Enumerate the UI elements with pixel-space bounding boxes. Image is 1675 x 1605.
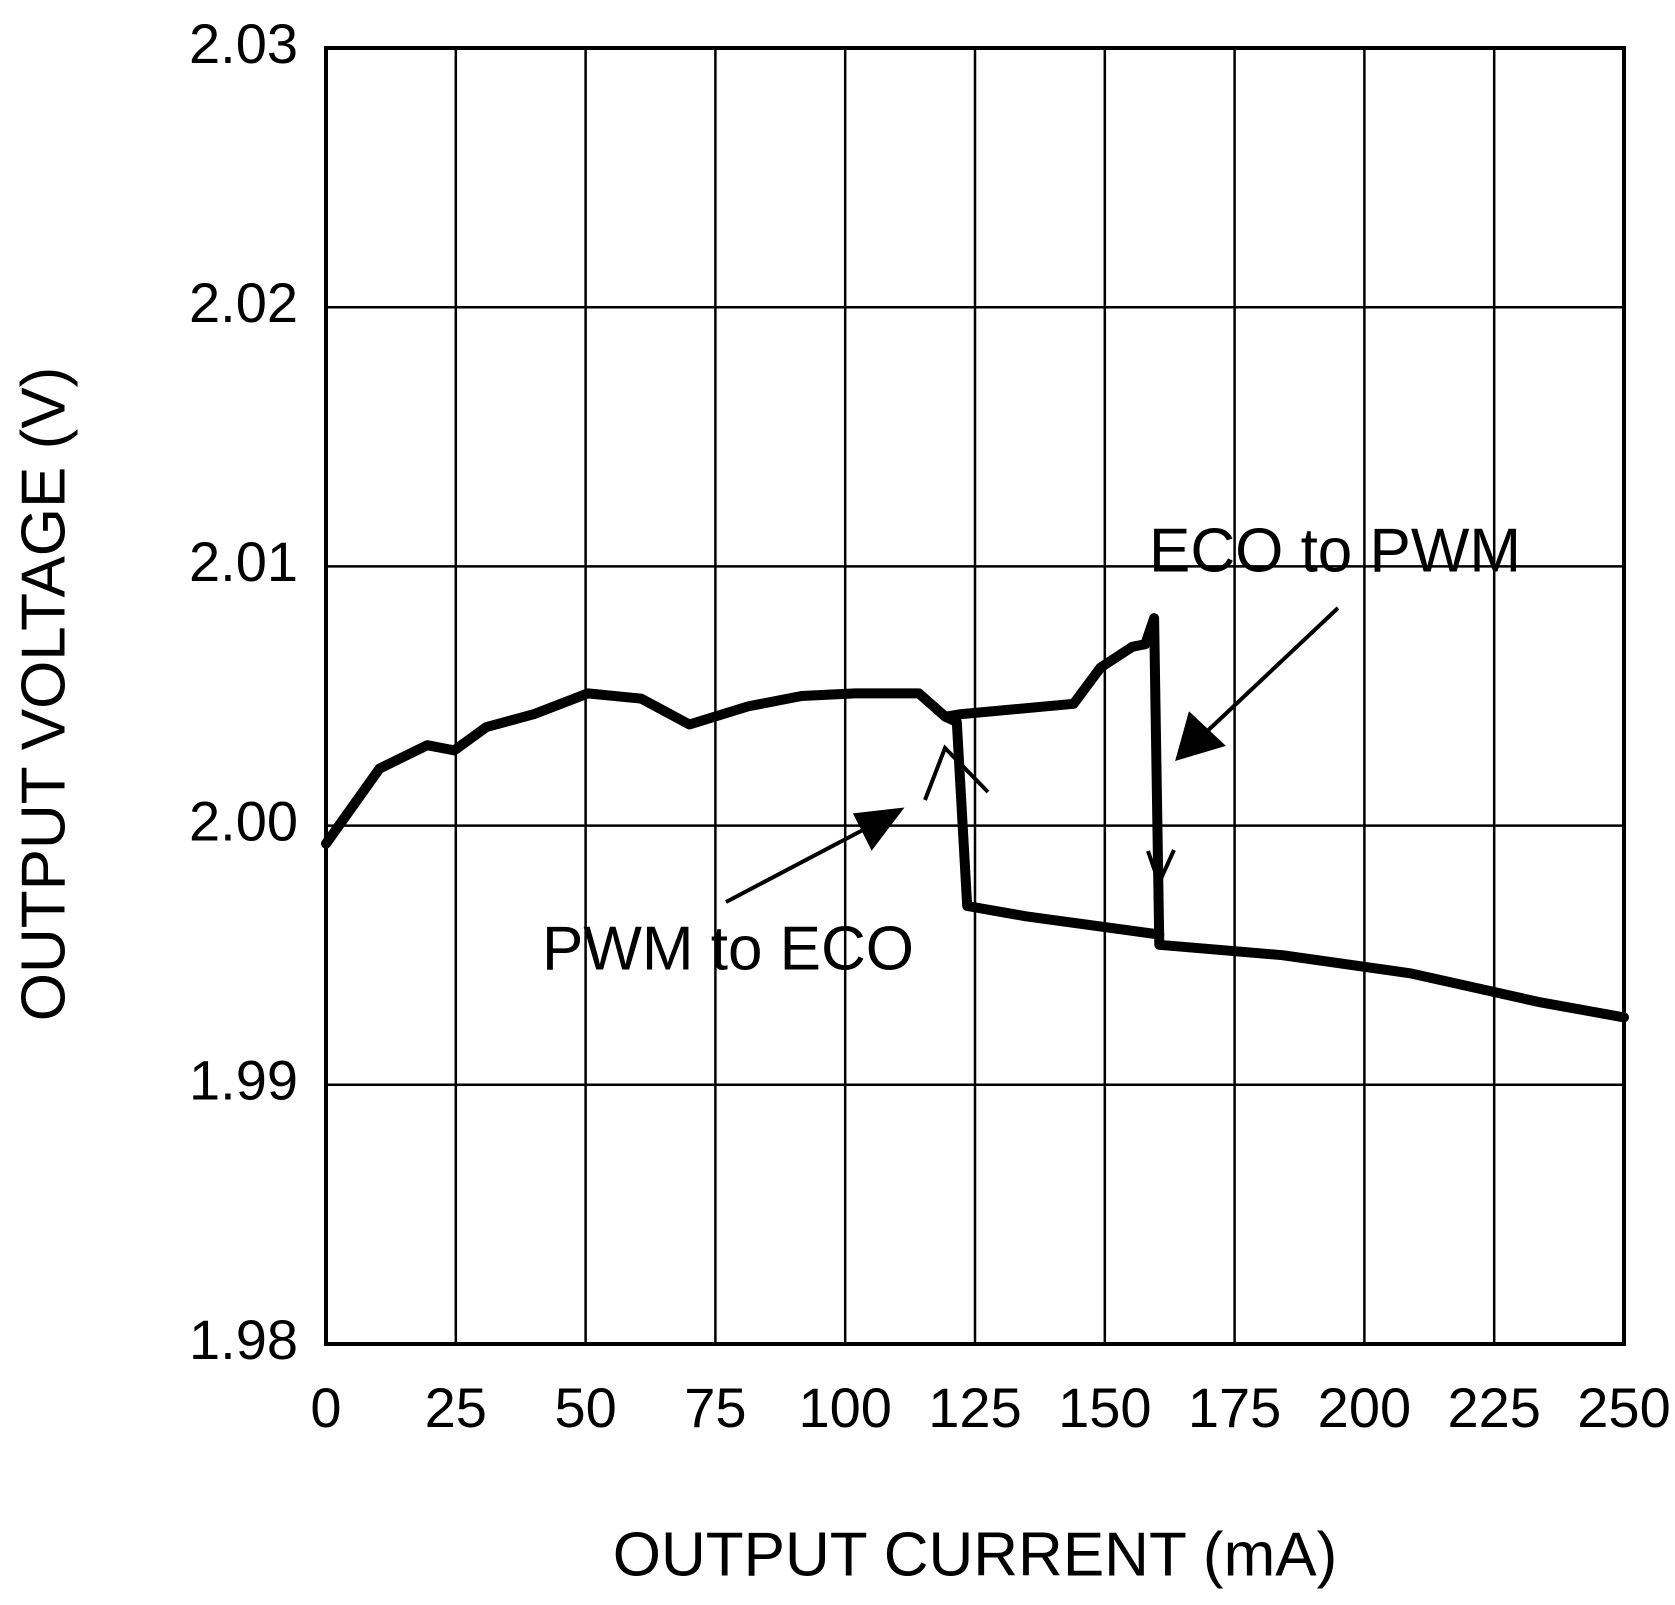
x-axis-title: OUTPUT CURRENT (mA) bbox=[613, 1520, 1337, 1589]
x-tick-label: 225 bbox=[1447, 1376, 1540, 1439]
x-tick-label: 125 bbox=[928, 1376, 1021, 1439]
y-tick-label: 2.02 bbox=[189, 271, 298, 334]
curve-arrow bbox=[923, 744, 990, 801]
arrow-line bbox=[1198, 606, 1340, 740]
arrow-head bbox=[1175, 711, 1226, 761]
x-tick-label: 25 bbox=[425, 1376, 487, 1439]
annotation: PWM to ECO bbox=[542, 914, 914, 983]
data-line bbox=[940, 711, 1165, 940]
x-tick-label: 200 bbox=[1318, 1376, 1411, 1439]
y-axis-title: OUTPUT VOLTAGE (V) bbox=[9, 367, 78, 1022]
data-line bbox=[321, 613, 1629, 1023]
arrow-line bbox=[725, 819, 881, 904]
arrow-head bbox=[852, 807, 905, 851]
x-tick-label: 0 bbox=[310, 1376, 341, 1439]
x-tick-label: 250 bbox=[1577, 1376, 1670, 1439]
annotation: ECO to PWM bbox=[1149, 516, 1521, 585]
y-tick-label: 2.03 bbox=[189, 12, 298, 75]
x-tick-label: 75 bbox=[684, 1376, 746, 1439]
y-tick-label: 2.01 bbox=[189, 530, 298, 593]
y-tick-label: 2.00 bbox=[189, 789, 298, 852]
x-tick-label: 50 bbox=[554, 1376, 616, 1439]
x-tick-label: 175 bbox=[1188, 1376, 1281, 1439]
y-tick-label: 1.98 bbox=[189, 1308, 298, 1371]
y-tick-label: 1.99 bbox=[189, 1049, 298, 1112]
x-tick-label: 150 bbox=[1058, 1376, 1151, 1439]
arrows bbox=[725, 606, 1340, 904]
x-tick-label: 100 bbox=[798, 1376, 891, 1439]
